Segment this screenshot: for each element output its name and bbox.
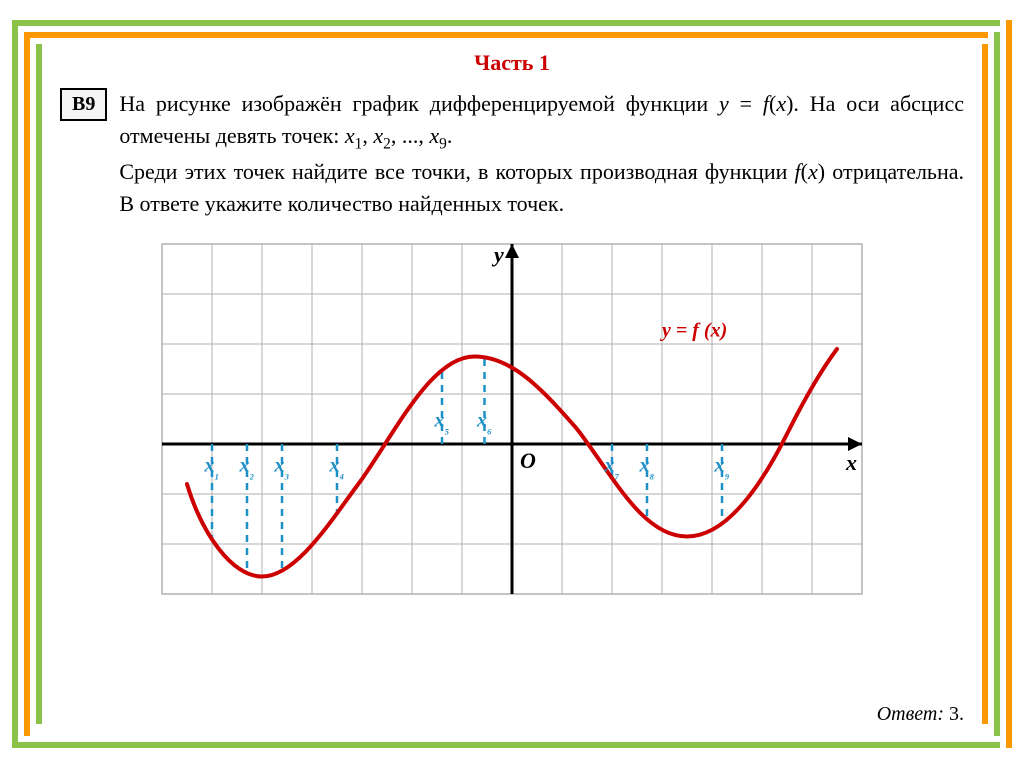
border-decoration	[994, 32, 1000, 736]
part-title: Часть 1	[60, 50, 964, 76]
problem-text: На рисунке изображён график дифференциру…	[119, 88, 964, 219]
answer-value: 3.	[949, 703, 964, 725]
border-decoration	[24, 32, 988, 38]
border-decoration	[36, 44, 42, 724]
border-decoration	[24, 32, 30, 736]
svg-text:y: y	[491, 242, 504, 267]
svg-text:O: O	[520, 448, 536, 473]
border-decoration	[982, 44, 988, 724]
svg-text:y = f (x): y = f (x)	[660, 320, 727, 342]
answer-label: Ответ:	[877, 703, 944, 725]
graph-container: yxOy = f (x)x₁x₂x₃x₄x₅x₆x₇x₈x₉	[60, 239, 964, 599]
svg-text:x: x	[845, 450, 857, 475]
function-graph: yxOy = f (x)x₁x₂x₃x₄x₅x₆x₇x₈x₉	[142, 239, 882, 599]
problem-row: В9 На рисунке изображён график дифференц…	[60, 88, 964, 219]
border-decoration	[12, 20, 18, 748]
answer: Ответ: 3.	[877, 703, 964, 726]
border-decoration	[12, 742, 1000, 748]
content-area: Часть 1 В9 На рисунке изображён график д…	[60, 50, 964, 718]
problem-label: В9	[60, 88, 107, 121]
border-decoration	[1006, 20, 1012, 748]
svg-text:x₅: x₅	[434, 410, 450, 436]
border-decoration	[12, 20, 1000, 26]
svg-text:x₆: x₆	[476, 410, 492, 436]
